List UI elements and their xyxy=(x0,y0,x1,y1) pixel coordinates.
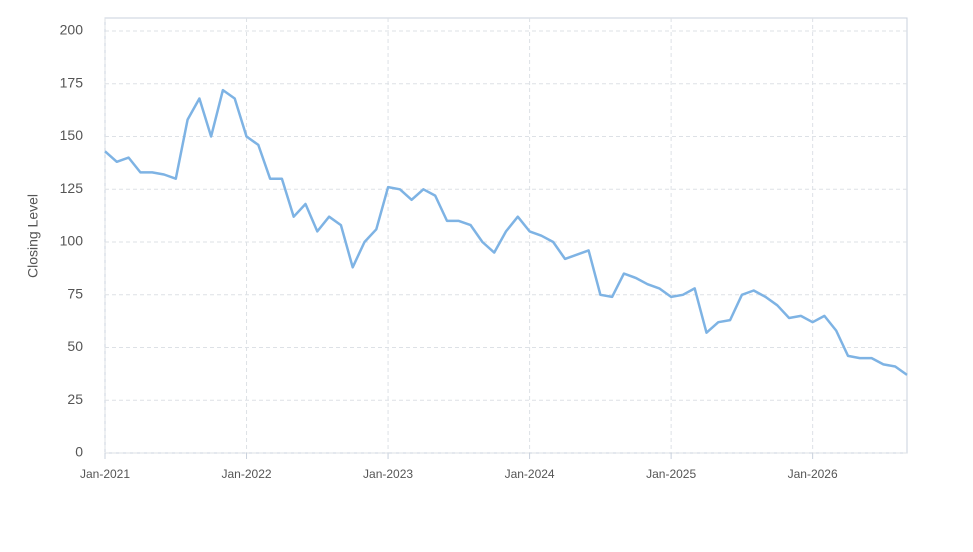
y-tick-label: 25 xyxy=(67,391,83,407)
x-tick-label: Jan-2023 xyxy=(363,467,413,481)
y-tick-label: 200 xyxy=(60,22,84,38)
y-tick-label: 100 xyxy=(60,233,84,249)
x-tick-label: Jan-2026 xyxy=(788,467,838,481)
y-axis-label: Closing Level xyxy=(25,194,41,278)
y-tick-label: 150 xyxy=(60,127,84,143)
y-tick-label: 125 xyxy=(60,180,84,196)
y-tick-label: 50 xyxy=(67,338,83,354)
x-tick-label: Jan-2021 xyxy=(80,467,130,481)
y-tick-label: 0 xyxy=(75,444,83,460)
x-tick-label: Jan-2022 xyxy=(222,467,272,481)
x-tick-label: Jan-2024 xyxy=(505,467,555,481)
y-tick-label: 175 xyxy=(60,74,84,90)
data-line xyxy=(104,88,908,376)
y-tick-label: 75 xyxy=(67,285,83,301)
x-tick-label: Jan-2025 xyxy=(646,467,696,481)
